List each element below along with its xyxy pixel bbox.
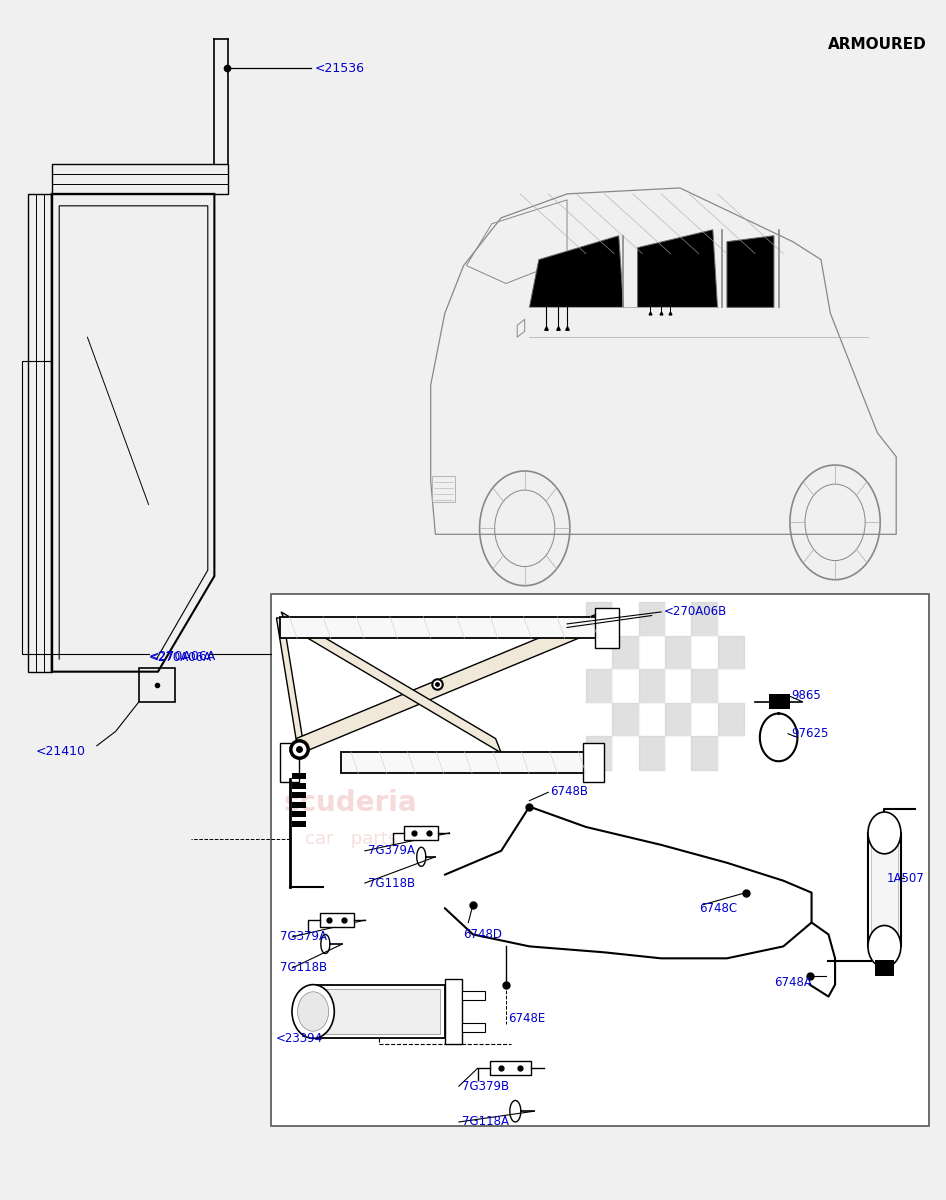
Bar: [717, 703, 744, 736]
Bar: [292, 821, 306, 827]
Bar: [692, 636, 717, 670]
Text: <23394: <23394: [275, 1032, 323, 1045]
Bar: [612, 602, 639, 636]
Bar: [271, 594, 929, 1126]
Circle shape: [298, 991, 328, 1031]
Bar: [462, 1022, 485, 1032]
Polygon shape: [276, 618, 303, 739]
Bar: [404, 826, 438, 840]
Bar: [871, 840, 898, 940]
Bar: [639, 670, 665, 703]
Bar: [292, 802, 306, 808]
Bar: [586, 670, 612, 703]
Text: 6748A: 6748A: [774, 976, 812, 989]
Text: 6748B: 6748B: [551, 785, 588, 798]
Bar: [431, 475, 455, 502]
Bar: [313, 985, 445, 1038]
Text: car   parts: car parts: [305, 830, 397, 848]
Circle shape: [868, 925, 901, 967]
Bar: [139, 668, 175, 702]
Text: 6748E: 6748E: [508, 1012, 545, 1025]
Bar: [280, 743, 299, 781]
Text: 7G118B: 7G118B: [368, 876, 414, 889]
Bar: [292, 811, 306, 817]
Text: 7G118B: 7G118B: [280, 961, 327, 974]
Text: ARMOURED: ARMOURED: [828, 37, 927, 52]
Bar: [665, 602, 692, 636]
Bar: [717, 602, 744, 636]
Bar: [692, 736, 717, 769]
Text: <21410: <21410: [36, 745, 86, 758]
Text: scuderia: scuderia: [284, 790, 417, 817]
Bar: [318, 989, 440, 1033]
Bar: [292, 773, 306, 779]
Circle shape: [868, 812, 901, 854]
Bar: [769, 695, 790, 709]
Bar: [342, 751, 590, 773]
Bar: [445, 979, 462, 1044]
Bar: [586, 602, 612, 636]
Bar: [665, 703, 692, 736]
Text: 1A507: 1A507: [886, 872, 924, 884]
Bar: [692, 670, 717, 703]
Bar: [292, 792, 306, 798]
Bar: [612, 636, 639, 670]
Bar: [717, 670, 744, 703]
Bar: [868, 833, 901, 947]
Bar: [292, 782, 306, 788]
Bar: [612, 670, 639, 703]
Text: 9865: 9865: [791, 689, 820, 702]
Bar: [639, 602, 665, 636]
Polygon shape: [296, 612, 607, 752]
Bar: [320, 913, 354, 928]
Bar: [586, 736, 612, 769]
Bar: [462, 990, 485, 1000]
Bar: [639, 636, 665, 670]
Bar: [612, 736, 639, 769]
Polygon shape: [638, 229, 717, 307]
Bar: [586, 636, 612, 670]
Bar: [612, 703, 639, 736]
Text: 97625: 97625: [791, 727, 829, 740]
Text: 7G379A: 7G379A: [280, 930, 327, 943]
Text: 6748D: 6748D: [464, 928, 502, 941]
Bar: [665, 670, 692, 703]
Bar: [692, 602, 717, 636]
Bar: [586, 703, 612, 736]
Bar: [583, 743, 604, 781]
Bar: [717, 636, 744, 670]
Text: <270A06A: <270A06A: [149, 649, 216, 662]
Polygon shape: [727, 235, 774, 307]
Text: 7G379A: 7G379A: [368, 845, 414, 857]
Bar: [595, 608, 619, 648]
Bar: [280, 617, 604, 638]
Circle shape: [292, 985, 334, 1038]
Text: 7G118A: 7G118A: [462, 1116, 509, 1128]
Bar: [717, 736, 744, 769]
Bar: [875, 960, 894, 977]
Bar: [639, 703, 665, 736]
Polygon shape: [281, 612, 501, 752]
Text: <21536: <21536: [315, 62, 365, 74]
Text: <270A06B: <270A06B: [664, 606, 727, 618]
Text: 7G379B: 7G379B: [462, 1080, 509, 1093]
Text: <270A06A: <270A06A: [149, 650, 212, 664]
Bar: [665, 636, 692, 670]
Polygon shape: [530, 235, 623, 307]
Bar: [639, 736, 665, 769]
Bar: [692, 703, 717, 736]
Bar: [490, 1061, 532, 1075]
Text: 6748C: 6748C: [699, 901, 737, 914]
Bar: [665, 736, 692, 769]
